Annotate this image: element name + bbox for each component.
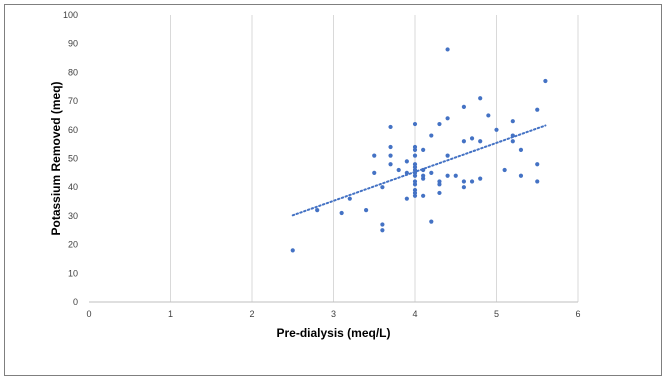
data-points	[290, 47, 548, 253]
data-point	[494, 127, 499, 132]
x-tick-label: 1	[168, 309, 173, 319]
data-point	[437, 121, 442, 127]
data-point	[478, 96, 483, 101]
x-tick-label: 6	[575, 309, 580, 319]
data-point	[404, 159, 409, 164]
y-tick-label: 100	[63, 10, 78, 20]
data-point	[347, 196, 352, 201]
y-tick-label: 80	[68, 67, 78, 77]
data-point	[461, 179, 466, 184]
data-point	[461, 104, 466, 109]
data-point	[412, 147, 418, 152]
y-tick-label: 70	[68, 96, 78, 106]
trendline	[291, 124, 547, 217]
x-axis-title: Pre-dialysis (meq/L)	[276, 326, 390, 340]
data-point	[510, 139, 515, 144]
data-point	[412, 182, 418, 187]
data-point	[421, 176, 426, 181]
data-point	[518, 173, 524, 178]
data-point	[510, 119, 515, 124]
y-tick-label: 60	[68, 125, 78, 135]
data-point	[421, 193, 426, 198]
data-point	[478, 176, 483, 181]
data-point	[445, 116, 450, 121]
data-point	[535, 179, 540, 184]
data-point	[486, 113, 491, 118]
data-point	[429, 133, 434, 138]
y-tick-label: 40	[68, 182, 78, 192]
data-point	[421, 173, 426, 178]
data-point	[510, 133, 515, 138]
data-point	[518, 147, 524, 152]
data-point	[388, 144, 393, 150]
data-point	[396, 167, 401, 173]
data-point	[412, 193, 418, 198]
data-point	[412, 190, 418, 196]
data-point	[388, 162, 393, 167]
data-point	[437, 179, 442, 184]
data-point	[478, 139, 483, 144]
data-point	[412, 121, 418, 127]
data-point	[412, 167, 418, 173]
data-point	[437, 190, 442, 196]
data-point	[445, 153, 450, 158]
x-tick-label: 4	[412, 309, 417, 319]
x-tick-label: 5	[494, 309, 499, 319]
data-point	[535, 162, 540, 167]
data-point	[502, 167, 507, 173]
grid-lines	[170, 15, 579, 302]
x-tick-label: 3	[331, 309, 336, 319]
data-point	[290, 248, 295, 253]
data-point	[388, 153, 393, 158]
y-tick-label: 50	[68, 154, 78, 164]
data-point	[437, 182, 442, 187]
data-point	[421, 147, 426, 152]
data-point	[412, 153, 418, 158]
x-tick-label: 2	[249, 309, 254, 319]
data-point	[469, 179, 475, 184]
data-point	[412, 170, 418, 175]
data-point	[453, 173, 458, 178]
y-tick-label: 10	[68, 268, 78, 278]
data-point	[445, 173, 450, 178]
data-point	[388, 124, 393, 130]
x-tick-label: 0	[86, 309, 91, 319]
data-point	[315, 208, 320, 213]
data-point	[372, 153, 377, 158]
data-point	[421, 167, 426, 173]
data-point	[412, 187, 418, 193]
data-point	[461, 139, 466, 144]
data-point	[469, 136, 475, 141]
data-point	[543, 78, 548, 84]
data-point	[364, 208, 369, 213]
data-point	[339, 210, 344, 216]
data-point	[412, 162, 418, 167]
data-point	[380, 222, 385, 227]
data-point	[404, 196, 409, 201]
data-point	[535, 107, 540, 112]
data-point	[412, 144, 418, 150]
data-point	[412, 165, 418, 170]
data-point	[429, 170, 434, 175]
data-point	[412, 179, 418, 184]
y-tick-label: 30	[68, 211, 78, 221]
data-point	[380, 185, 385, 190]
y-tick-label: 90	[68, 39, 78, 49]
data-point	[445, 47, 450, 52]
data-point	[461, 185, 466, 190]
data-point	[429, 219, 434, 224]
y-axis-title: Potassium Removed (meq)	[49, 81, 63, 235]
y-tick-label: 0	[73, 297, 78, 307]
data-point	[380, 228, 385, 233]
data-point	[412, 173, 418, 178]
data-point	[372, 170, 377, 175]
data-point	[404, 170, 409, 175]
y-tick-label: 20	[68, 240, 78, 250]
